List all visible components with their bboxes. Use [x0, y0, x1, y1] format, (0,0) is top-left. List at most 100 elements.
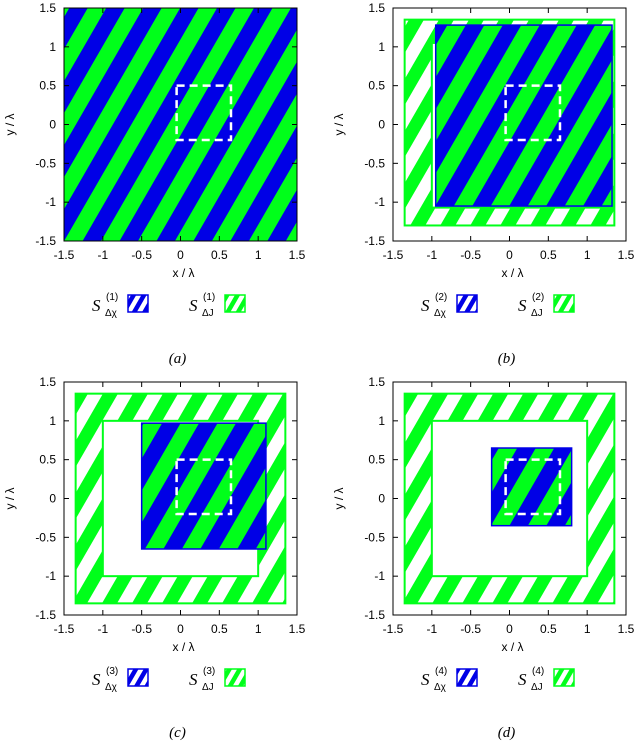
- legend-superscript: (2): [435, 292, 447, 303]
- legend: S (4) Δχ S (4) ΔJ: [421, 666, 575, 693]
- x-tick-label: 0: [506, 622, 513, 636]
- legend-superscript: (4): [532, 666, 544, 677]
- panel-a: -1.5 -1 -0.5 0 0.5 1 1.5 -1.5 -1 -0.5 0 0.5 1 1.5 x / …: [3, 1, 306, 367]
- y-tick-label: 1: [49, 40, 56, 54]
- legend-entry-dchi: S (3) Δχ: [92, 666, 149, 693]
- legend-symbol: S: [421, 296, 430, 315]
- panel-d: -1.5 -1 -0.5 0 0.5 1 1.5 -1.5 -1 -0.5 0 0.5 1 1.5 x / …: [332, 375, 635, 741]
- y-tick-label: -0.5: [35, 530, 56, 544]
- x-tick-label: 0: [506, 248, 513, 262]
- y-tick-label: 1: [378, 40, 385, 54]
- legend-swatch: [456, 294, 478, 313]
- y-tick-label: -1.5: [35, 234, 56, 248]
- x-tick-label: -1: [426, 248, 437, 262]
- legend-symbol: S: [92, 670, 101, 689]
- legend-symbol: S: [518, 670, 527, 689]
- y-tick-label: 0.5: [39, 453, 56, 467]
- x-tick-label: 1: [584, 248, 591, 262]
- legend-entry-dj: S (1) ΔJ: [189, 292, 246, 319]
- x-tick-label: -1: [426, 622, 437, 636]
- legend-subscript: ΔJ: [531, 682, 543, 693]
- blue-region: [140, 422, 267, 550]
- legend-symbol: S: [421, 670, 430, 689]
- x-tick-label: 1.5: [289, 622, 306, 636]
- plot-area: [403, 18, 616, 227]
- investigation-box: [504, 458, 562, 516]
- y-tick-label: -1: [45, 195, 56, 209]
- y-tick-label: 0: [378, 118, 385, 132]
- y-tick-label: -1: [374, 569, 385, 583]
- x-tick-label: -1.5: [383, 622, 404, 636]
- plot-area: [64, 8, 297, 241]
- x-tick-label: 1.5: [618, 622, 635, 636]
- y-tick-label: 1: [49, 414, 56, 428]
- legend-swatch: [456, 668, 478, 687]
- x-axis-label: x / λ: [172, 266, 194, 280]
- y-tick-label: -1.5: [35, 608, 56, 622]
- x-axis-label: x / λ: [172, 640, 194, 654]
- legend-superscript: (3): [203, 666, 215, 677]
- x-tick-label: -0.5: [460, 248, 481, 262]
- x-tick-label: -1: [97, 622, 108, 636]
- legend-subscript: Δχ: [105, 308, 118, 319]
- y-tick-label: 1.5: [368, 1, 385, 15]
- legend-subscript: ΔJ: [202, 682, 214, 693]
- panels: -1.5 -1 -0.5 0 0.5 1 1.5 -1.5 -1 -0.5 0 0.5 1 1.5 x / …: [3, 1, 635, 741]
- legend-symbol: S: [189, 670, 198, 689]
- legend: S (1) Δχ S (1) ΔJ: [92, 292, 246, 319]
- legend-subscript: Δχ: [105, 682, 118, 693]
- y-tick-label: -0.5: [364, 530, 385, 544]
- x-tick-label: -1.5: [54, 248, 75, 262]
- plot-area: [74, 392, 287, 605]
- x-tick-label: 0.5: [211, 622, 228, 636]
- investigation-box: [175, 84, 233, 142]
- y-tick-label: 1.5: [39, 1, 56, 15]
- legend-entry-dj: S (4) ΔJ: [518, 666, 575, 693]
- y-tick-label: -1.5: [364, 234, 385, 248]
- y-axis-label: y / λ: [3, 487, 17, 509]
- y-tick-label: -0.5: [35, 156, 56, 170]
- legend: S (2) Δχ S (2) ΔJ: [421, 292, 575, 319]
- x-tick-label: -1: [97, 248, 108, 262]
- investigation-box: [504, 84, 562, 142]
- legend-entry-dj: S (2) ΔJ: [518, 292, 575, 319]
- legend-superscript: (4): [435, 666, 447, 677]
- x-tick-label: 1.5: [618, 248, 635, 262]
- legend: S (3) Δχ S (3) ΔJ: [92, 666, 246, 693]
- y-tick-label: 0: [378, 492, 385, 506]
- legend-superscript: (1): [106, 292, 118, 303]
- legend-symbol: S: [92, 296, 101, 315]
- y-tick-label: 0.5: [368, 79, 385, 93]
- y-tick-label: 1.5: [39, 375, 56, 389]
- legend-superscript: (1): [203, 292, 215, 303]
- y-tick-label: -1: [45, 569, 56, 583]
- legend-subscript: ΔJ: [202, 308, 214, 319]
- legend-swatch: [553, 668, 575, 687]
- x-tick-label: 0: [177, 248, 184, 262]
- x-axis-label: x / λ: [501, 266, 523, 280]
- x-tick-label: -0.5: [131, 622, 152, 636]
- x-tick-label: 0.5: [540, 622, 557, 636]
- legend-subscript: ΔJ: [531, 308, 543, 319]
- x-tick-label: 1: [255, 622, 262, 636]
- panel-caption: (a): [169, 351, 187, 367]
- legend-swatch: [127, 294, 149, 313]
- y-axis-label: y / λ: [332, 113, 346, 135]
- blue-region: [434, 24, 613, 207]
- legend-swatch: [224, 294, 246, 313]
- legend-symbol: S: [518, 296, 527, 315]
- y-tick-label: -1.5: [364, 608, 385, 622]
- panel-caption: (c): [169, 725, 186, 741]
- legend-subscript: Δχ: [434, 308, 447, 319]
- investigation-box: [175, 458, 233, 516]
- legend-symbol: S: [189, 296, 198, 315]
- y-tick-label: 0: [49, 118, 56, 132]
- legend-entry-dchi: S (4) Δχ: [421, 666, 478, 693]
- legend-entry-dchi: S (1) Δχ: [92, 292, 149, 319]
- x-tick-label: -0.5: [131, 248, 152, 262]
- panel-caption: (d): [498, 725, 516, 741]
- y-tick-label: 0.5: [368, 453, 385, 467]
- panel-b: -1.5 -1 -0.5 0 0.5 1 1.5 -1.5 -1 -0.5 0 0.5 1 1.5 x / …: [332, 1, 635, 367]
- x-tick-label: 0.5: [540, 248, 557, 262]
